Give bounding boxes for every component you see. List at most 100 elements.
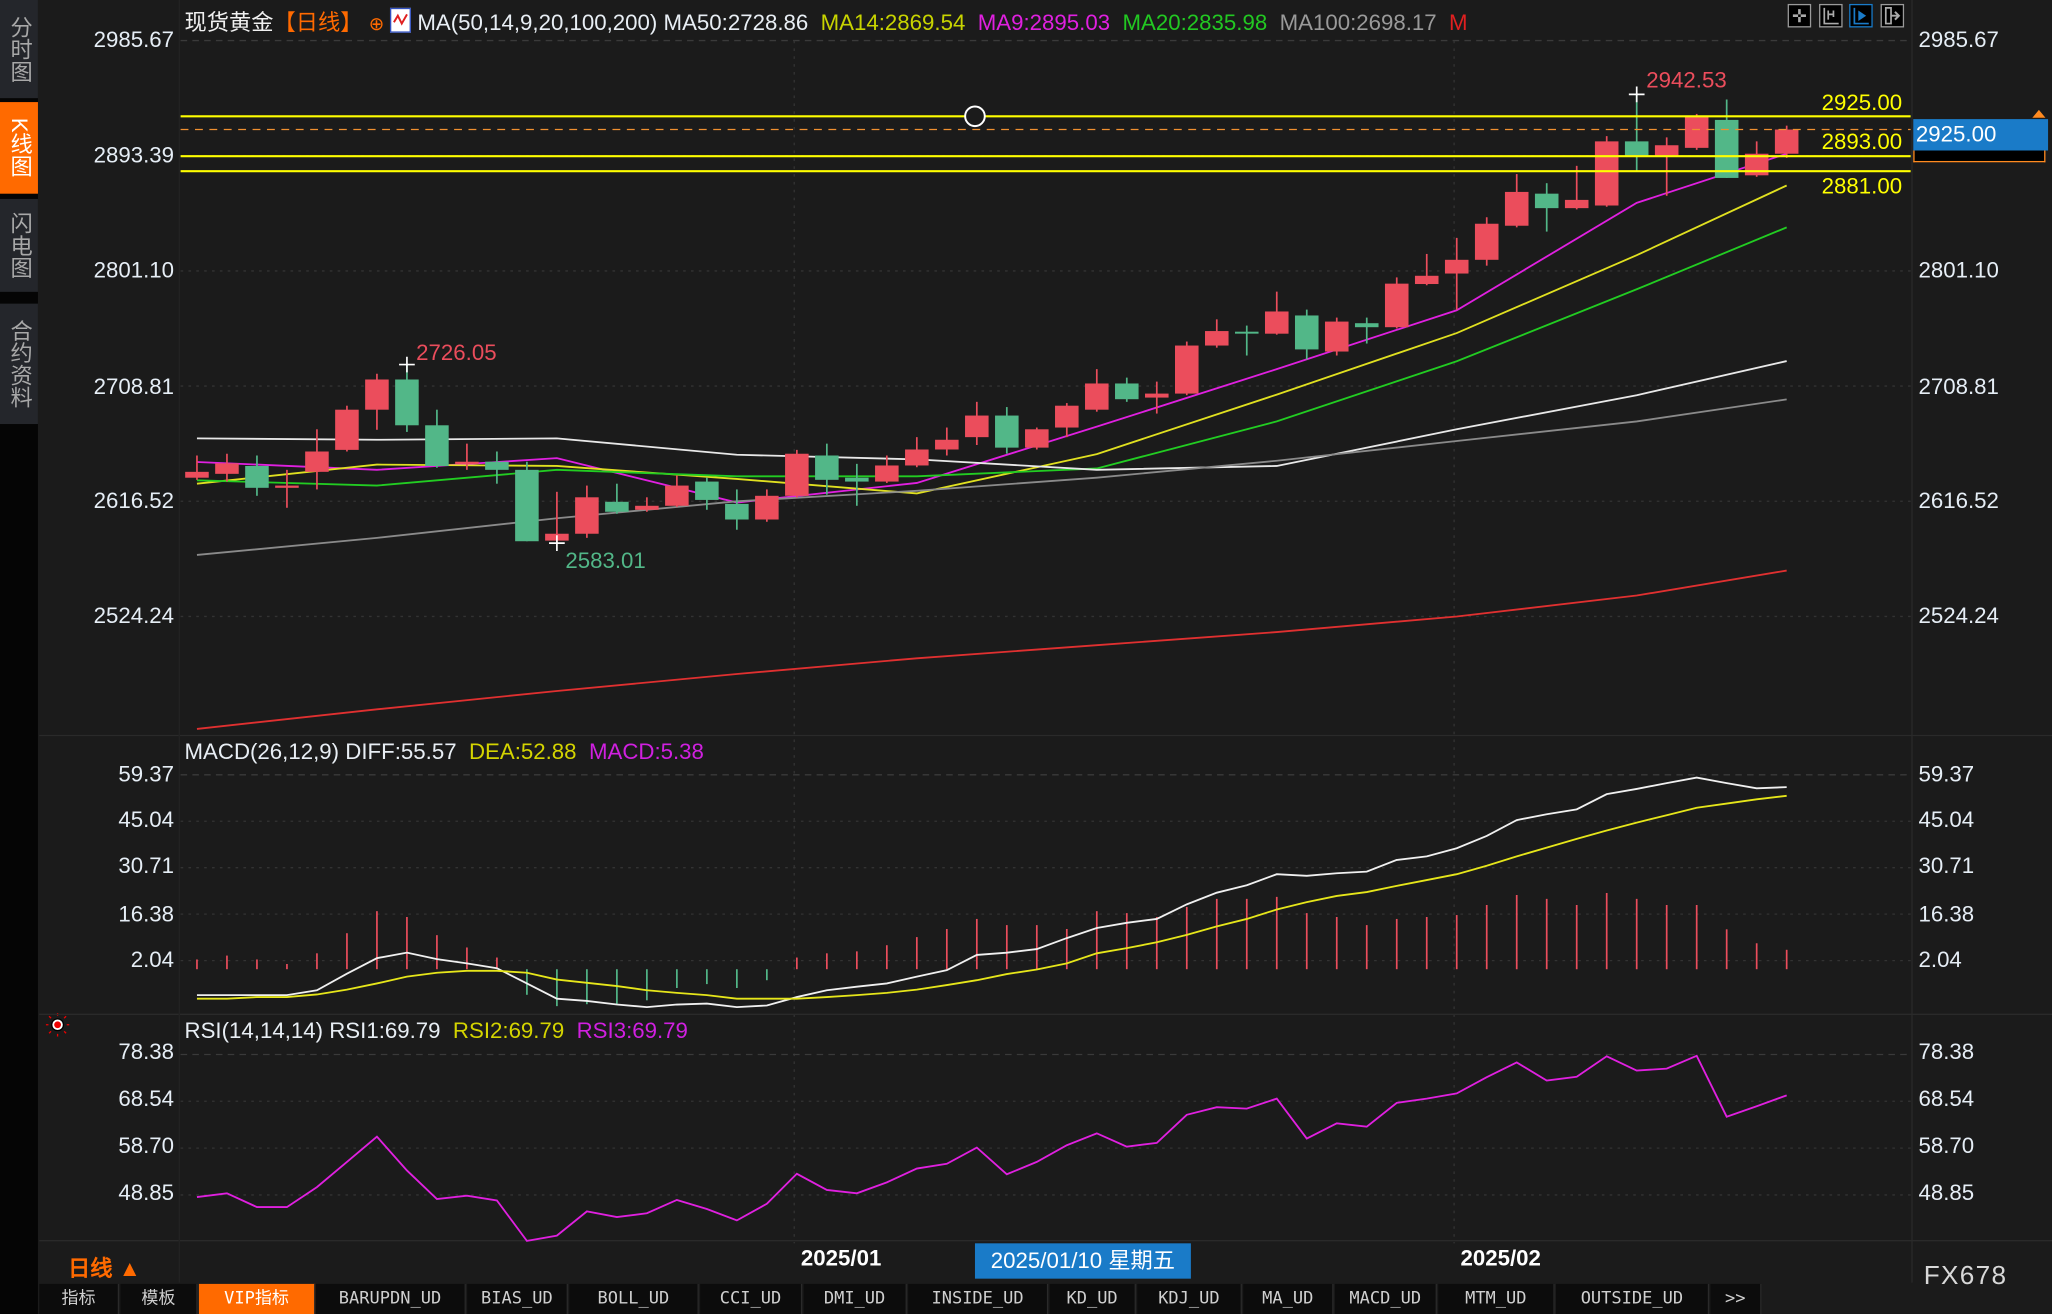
period-arrow-icon[interactable]: ▲ [118, 1256, 141, 1282]
sidebar-tab-timeshare[interactable]: 分时图 [0, 0, 38, 99]
ma-line-ma200 [196, 569, 1787, 730]
candle-body [1744, 153, 1769, 176]
candle-body [1354, 323, 1379, 328]
macd-tick: 16.38 [118, 901, 175, 927]
macd-pane [180, 774, 1911, 1009]
macd-tick: 59.37 [1918, 761, 1975, 787]
candle-body [665, 485, 689, 506]
range-icon[interactable] [1819, 3, 1843, 28]
ma-line-ma100 [196, 398, 1787, 556]
indicator-button[interactable]: VIP指标 [198, 1283, 316, 1314]
rsi-tick: 48.85 [118, 1180, 175, 1206]
ma200-value: M [1449, 10, 1468, 36]
candle-body [215, 463, 239, 474]
indicator-button[interactable]: BOLL_UD [569, 1283, 699, 1314]
expand-right-icon[interactable] [1880, 3, 1905, 28]
indicator-button[interactable]: CCI_UD [700, 1283, 803, 1314]
candle-body [1264, 311, 1289, 334]
high-annotation: 2942.53 [1646, 68, 1727, 93]
candle-body [1624, 141, 1649, 156]
candle-body [1324, 321, 1349, 352]
price-line-label[interactable]: 2881.00 [1821, 174, 1903, 199]
rsi-tick: 58.70 [1918, 1133, 1975, 1159]
candle-body [425, 425, 449, 466]
x-tick-label: 2025/01 [800, 1245, 882, 1271]
indicator-button[interactable]: MACD_UD [1334, 1283, 1437, 1314]
candle-body [605, 501, 629, 512]
alert-light-icon[interactable] [45, 1012, 70, 1037]
sidebar-tab-flash[interactable]: 闪电图 [0, 198, 38, 292]
scroll-right-icon[interactable] [1849, 3, 1873, 28]
extreme-marker [399, 356, 415, 373]
chart-header: 现货黄金【日线】 ⊕ MA(50,14,9,20,100,200) MA50:2… [185, 4, 1468, 37]
candle-body [305, 451, 329, 472]
ma50-value: MA50:2728.86 [663, 10, 809, 36]
candle-body [1204, 331, 1229, 346]
rsi-tick: 68.54 [1918, 1086, 1975, 1112]
macd-value: MACD:5.38 [588, 739, 704, 765]
indicator-button[interactable]: BIAS_UD [467, 1283, 568, 1314]
macd-tick: 16.38 [1918, 901, 1975, 927]
price-tick-left: 2708.81 [93, 374, 175, 400]
candle-body [1654, 145, 1679, 156]
candle-body [1714, 119, 1739, 178]
indicator-button[interactable]: MA_UD [1243, 1283, 1334, 1314]
candle-body [1414, 275, 1439, 285]
rsi-tick: 58.70 [118, 1133, 175, 1159]
price-tick-right: 2985.67 [1918, 27, 1999, 53]
indicator-button[interactable]: 模板 [120, 1283, 198, 1314]
sidebar-tab-kline[interactable]: K线图 [0, 102, 38, 194]
sidebar-tab-contract-info[interactable]: 合约资料 [0, 303, 38, 425]
candle-body [575, 497, 599, 534]
price-tick-left: 2801.10 [93, 257, 175, 283]
macd-tick: 2.04 [130, 947, 175, 973]
candle-body [815, 455, 839, 480]
line-anchor-handle [964, 105, 986, 128]
candle-body [935, 439, 959, 450]
moving-averages [196, 152, 1788, 730]
price-tick-right: 2524.24 [1918, 603, 1999, 629]
indicator-button[interactable]: DMI_UD [803, 1283, 907, 1314]
indicator-button[interactable]: OUTSIDE_UD [1556, 1283, 1710, 1314]
price-line-label[interactable]: 2925.00 [1821, 90, 1903, 116]
price-tick-left: 2524.24 [93, 603, 175, 629]
ma9-value: MA9:2895.03 [977, 10, 1111, 36]
candle-body [185, 471, 209, 478]
indicator-button[interactable]: >> [1710, 1283, 1762, 1314]
rsi-tick: 68.54 [118, 1086, 175, 1112]
price-tick-left: 2616.52 [93, 488, 175, 514]
indicator-button[interactable]: INSIDE_UD [908, 1283, 1049, 1314]
candle-body [755, 495, 779, 520]
brand-watermark: FX678 [1923, 1261, 2008, 1291]
price-line-label[interactable]: 2893.00 [1821, 129, 1903, 155]
indicator-button[interactable]: MTM_UD [1438, 1283, 1555, 1314]
price-tick-left: 2893.39 [93, 142, 175, 168]
rsi-legend: RSI(14,14,14) RSI1:69.79 RSI2:69.79 RSI3… [185, 1018, 688, 1044]
indicator-button[interactable]: BARUPDN_UD [315, 1283, 466, 1314]
candle-body [455, 461, 479, 464]
add-circle-icon[interactable]: ⊕ [368, 13, 385, 35]
macd-tick: 30.71 [118, 853, 175, 879]
triangle-up-icon[interactable] [2032, 109, 2046, 118]
rsi-pane [180, 1053, 1911, 1242]
period-indicator[interactable]: 日线 ▲ [68, 1250, 141, 1283]
rsi-tick: 48.85 [1918, 1180, 1975, 1206]
price-tick-right: 2708.81 [1918, 374, 1999, 400]
indicator-chart-icon[interactable] [390, 7, 412, 33]
swing-high-annotation: 2726.05 [416, 340, 497, 366]
price-lines [180, 105, 1911, 173]
indicator-button[interactable]: 指标 [39, 1283, 120, 1314]
indicator-button[interactable]: KDJ_UD [1137, 1283, 1242, 1314]
rsi-tick: 78.38 [1918, 1039, 1975, 1065]
period-label[interactable]: 【日线】 [273, 10, 363, 36]
macd-tick: 59.37 [118, 761, 175, 787]
candle-body [1384, 283, 1409, 328]
ma-line-ma50 [196, 360, 1787, 471]
candle-body [965, 415, 989, 438]
crosshair-icon[interactable] [1787, 3, 1812, 28]
macd-line-dea [196, 794, 1787, 1000]
extreme-marker [549, 535, 565, 551]
indicator-button[interactable]: KD_UD [1049, 1283, 1136, 1314]
